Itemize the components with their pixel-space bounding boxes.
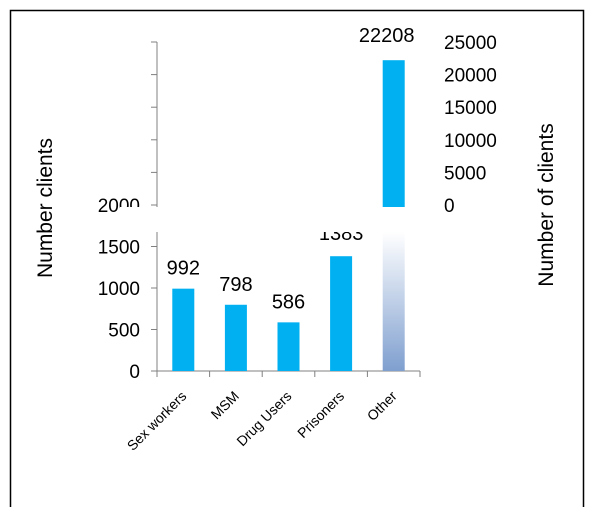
right-y-axis-title: Number of clients	[535, 123, 558, 286]
bar-data-label: 22208	[359, 25, 415, 47]
bar-other	[382, 60, 405, 205]
bar-other-lower-segment	[382, 232, 405, 371]
left-y-axis-title: Number clients	[34, 138, 57, 278]
axis-break-gap	[120, 207, 420, 232]
bar-other-gap	[382, 207, 405, 232]
bar	[330, 256, 353, 371]
bar-data-label: 586	[272, 291, 305, 313]
right-y-tick-label: 0	[444, 196, 455, 217]
x-category-label: Sex workers	[124, 388, 190, 454]
bar	[172, 288, 195, 371]
left-y-tick-label: 500	[108, 321, 140, 342]
left-y-tick-label: 0	[129, 362, 140, 383]
x-category-label: MSM	[208, 388, 242, 422]
x-category-label: Drug Users	[233, 388, 294, 449]
right-y-tick-label: 10000	[444, 131, 497, 152]
axis-break-gap	[311, 207, 372, 232]
right-y-tick-label: 5000	[444, 163, 486, 184]
x-category-label: Other	[364, 388, 400, 424]
bar-other-edge	[382, 205, 405, 207]
bar-data-label: 798	[219, 274, 252, 296]
bar	[277, 322, 300, 371]
left-y-tick-label: 1500	[98, 238, 140, 259]
right-y-tick-label: 15000	[444, 98, 497, 119]
right-y-tick-label: 20000	[444, 66, 497, 87]
chart-border	[9, 9, 585, 507]
bar	[224, 304, 247, 371]
x-category-label: Prisoners	[294, 388, 347, 441]
right-y-tick-label: 25000	[444, 33, 497, 54]
bar-data-label: 992	[167, 258, 200, 280]
left-y-tick-label: 1000	[98, 279, 140, 300]
